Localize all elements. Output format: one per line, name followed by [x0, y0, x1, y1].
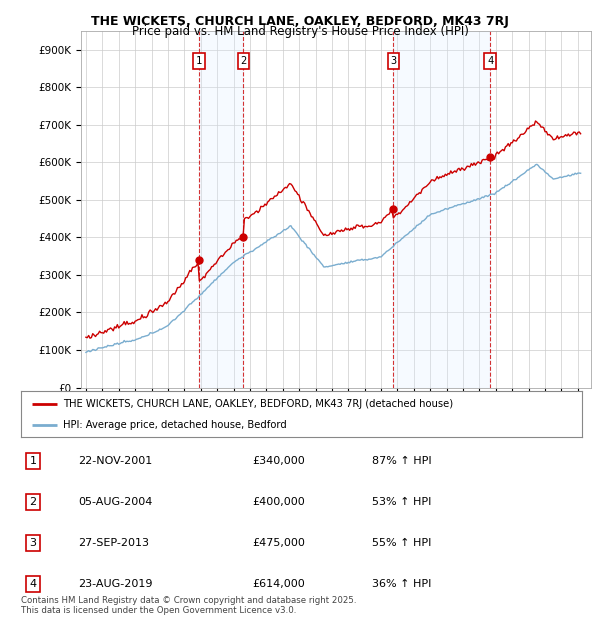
Text: £340,000: £340,000	[252, 456, 305, 466]
Text: £475,000: £475,000	[252, 538, 305, 548]
Text: 2: 2	[29, 497, 37, 507]
Text: 2: 2	[240, 56, 247, 66]
Text: 4: 4	[487, 56, 493, 66]
Text: £400,000: £400,000	[252, 497, 305, 507]
Text: 1: 1	[29, 456, 37, 466]
Bar	[394, 31, 490, 388]
Text: 05-AUG-2004: 05-AUG-2004	[78, 497, 152, 507]
Text: 87% ↑ HPI: 87% ↑ HPI	[372, 456, 431, 466]
Text: 36% ↑ HPI: 36% ↑ HPI	[372, 579, 431, 589]
Text: 3: 3	[390, 56, 397, 66]
Text: 27-SEP-2013: 27-SEP-2013	[78, 538, 149, 548]
Text: THE WICKETS, CHURCH LANE, OAKLEY, BEDFORD, MK43 7RJ: THE WICKETS, CHURCH LANE, OAKLEY, BEDFOR…	[91, 16, 509, 29]
Text: THE WICKETS, CHURCH LANE, OAKLEY, BEDFORD, MK43 7RJ (detached house): THE WICKETS, CHURCH LANE, OAKLEY, BEDFOR…	[63, 399, 453, 409]
Text: Price paid vs. HM Land Registry's House Price Index (HPI): Price paid vs. HM Land Registry's House …	[131, 25, 469, 38]
Text: Contains HM Land Registry data © Crown copyright and database right 2025.
This d: Contains HM Land Registry data © Crown c…	[21, 596, 356, 615]
Text: 4: 4	[29, 579, 37, 589]
Text: 1: 1	[196, 56, 202, 66]
Text: 22-NOV-2001: 22-NOV-2001	[78, 456, 152, 466]
Text: 55% ↑ HPI: 55% ↑ HPI	[372, 538, 431, 548]
Text: 3: 3	[29, 538, 37, 548]
Text: 53% ↑ HPI: 53% ↑ HPI	[372, 497, 431, 507]
Bar	[199, 31, 244, 388]
Text: £614,000: £614,000	[252, 579, 305, 589]
Text: HPI: Average price, detached house, Bedford: HPI: Average price, detached house, Bedf…	[63, 420, 287, 430]
Text: 23-AUG-2019: 23-AUG-2019	[78, 579, 152, 589]
